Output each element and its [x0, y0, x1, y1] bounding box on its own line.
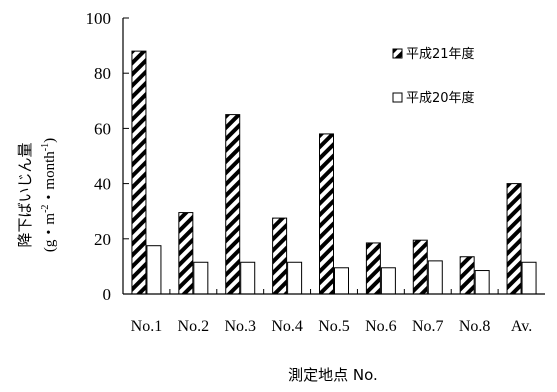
bar-series-2	[334, 267, 349, 295]
bar-series-1	[272, 217, 288, 295]
x-tick-label: Av.	[511, 318, 532, 335]
x-tick-label: No.5	[318, 318, 350, 335]
y-tick-label: 0	[103, 285, 112, 304]
bar-series-2	[427, 260, 443, 295]
bar-series-1	[225, 114, 241, 295]
bar-series-1	[365, 242, 381, 295]
y-axis-label: 降下ばいじん量 (g・m-2・month-1)	[16, 138, 58, 252]
legend-swatch-series-2	[392, 92, 403, 103]
y-ticks-group: 0 20 40 60 80 100	[86, 9, 129, 304]
x-axis-label: 測定地点 No.	[288, 366, 378, 384]
x-ticks-group: No.1 No.2 No.3 No.4 No.5 No.6 No.7 No.8 Av.	[131, 289, 532, 335]
legend: 平成21年度 平成20年度	[392, 46, 475, 106]
x-tick-label: No.3	[224, 318, 256, 335]
legend-label-series-1: 平成21年度	[406, 46, 475, 62]
bar-series-1	[131, 50, 147, 295]
x-tick-label: No.8	[459, 318, 491, 335]
bar-series-2	[380, 267, 396, 295]
bars-group	[131, 50, 537, 295]
legend-label-series-2: 平成20年度	[406, 90, 475, 106]
bar-series-2	[287, 261, 303, 295]
x-tick-label: No.4	[271, 318, 303, 335]
x-tick-label: No.6	[365, 318, 397, 335]
legend-swatch-series-1	[392, 48, 403, 59]
bar-series-2	[474, 270, 490, 295]
bar-series-1	[459, 256, 475, 295]
x-tick-label: No.7	[412, 318, 444, 335]
y-tick-label: 40	[94, 175, 111, 194]
bar-series-2	[146, 245, 162, 295]
y-axis-label-line2: (g・m-2・month-1)	[40, 138, 58, 252]
bar-series-1	[178, 212, 194, 295]
axes-group	[122, 18, 545, 295]
bar-series-2	[193, 261, 209, 295]
x-tick-label: No.2	[178, 318, 210, 335]
y-axis-label-line1: 降下ばいじん量	[16, 142, 34, 247]
y-tick-label: 20	[94, 230, 111, 249]
bar-series-2	[521, 261, 537, 295]
y-tick-label: 80	[94, 64, 111, 83]
y-tick-label: 100	[86, 9, 112, 28]
bar-series-1	[412, 239, 428, 295]
bar-series-2	[240, 261, 256, 295]
y-tick-label: 60	[94, 119, 111, 138]
x-tick-label: No.1	[131, 318, 163, 335]
bar-series-1	[506, 183, 522, 295]
bar-series-1	[319, 133, 334, 295]
